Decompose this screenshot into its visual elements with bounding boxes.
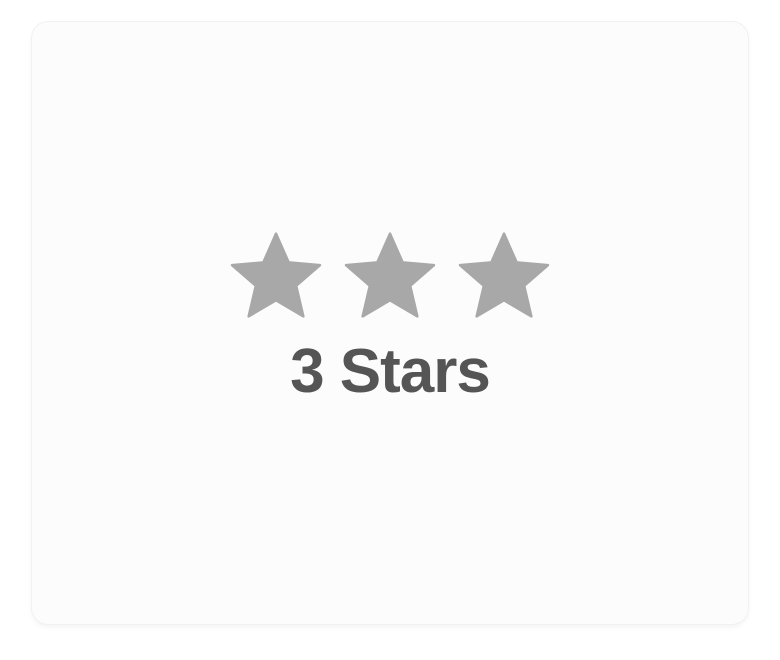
rating-option-card[interactable]: 3 Stars: [32, 22, 748, 624]
rating-content: 3 Stars: [32, 227, 748, 403]
star-icon: [230, 232, 322, 318]
star-icon: [344, 232, 436, 318]
star-icon: [458, 232, 550, 318]
star-rating: [223, 227, 557, 327]
rating-label: 3 Stars: [290, 337, 491, 406]
